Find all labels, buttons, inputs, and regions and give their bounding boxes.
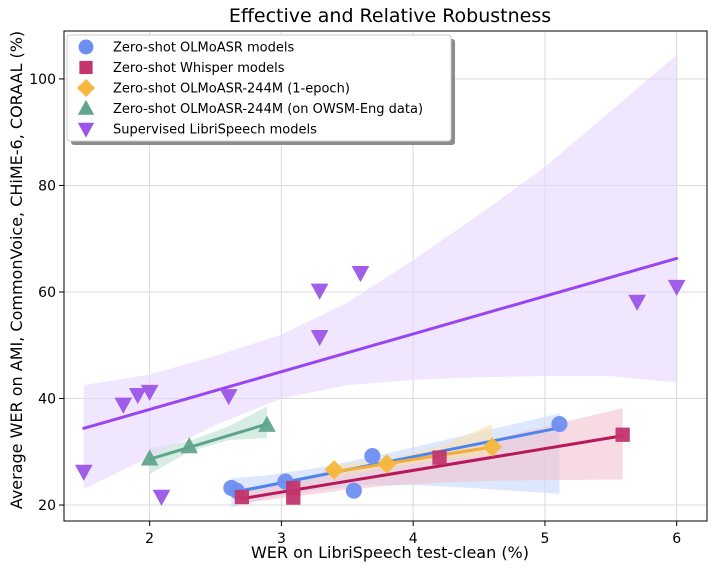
data-point-series-4 <box>219 389 238 406</box>
data-point-series-4 <box>140 384 159 401</box>
x-tick-label: 4 <box>409 531 418 547</box>
legend-label-3: Zero-shot OLMoASR-244M (on OWSM-Eng data… <box>113 102 423 117</box>
y-tick-label: 60 <box>38 285 56 301</box>
data-point-series-2 <box>377 454 397 474</box>
legend-marker-1 <box>79 60 93 75</box>
legend-items: Zero-shot OLMoASR models Zero-shot Whispe… <box>77 39 423 138</box>
x-tick-label: 6 <box>672 531 681 547</box>
data-point-series-0 <box>345 482 362 499</box>
legend-label-0: Zero-shot OLMoASR models <box>113 41 294 56</box>
y-tick-label: 40 <box>38 392 56 408</box>
data-point-series-4 <box>114 397 133 414</box>
x-tick-label: 5 <box>540 531 549 547</box>
data-point-series-3 <box>258 415 276 432</box>
legend-marker-3 <box>77 99 95 115</box>
fit-line-series-2 <box>332 445 494 474</box>
data-point-series-1 <box>432 450 447 465</box>
legend-marker-2 <box>77 79 95 97</box>
chart-title: Effective and Relative Robustness <box>229 5 551 27</box>
data-point-series-2 <box>324 460 344 480</box>
y-axis-ticks: 20 40 60 80 100 <box>29 72 64 514</box>
data-point-series-4 <box>628 294 647 311</box>
data-points <box>74 266 686 506</box>
fit-line-series-3 <box>148 422 269 461</box>
plot-frame <box>63 30 708 522</box>
legend-box <box>66 34 452 142</box>
data-point-series-1 <box>234 489 250 505</box>
legend-marker-0 <box>78 39 94 55</box>
data-point-series-1 <box>615 427 630 442</box>
fit-line-series-4 <box>82 256 679 430</box>
y-tick-label: 20 <box>38 498 56 514</box>
data-point-series-2 <box>482 437 502 457</box>
data-point-series-0 <box>364 447 381 465</box>
data-point-series-4 <box>74 464 93 481</box>
x-tick-label: 3 <box>277 531 286 547</box>
legend-label-1: Zero-shot Whisper models <box>113 61 285 76</box>
legend-marker-4 <box>77 122 95 138</box>
legend-label-2: Zero-shot OLMoASR-244M (1-epoch) <box>113 82 350 97</box>
data-point-series-4 <box>310 329 329 347</box>
y-tick-label: 80 <box>38 178 56 194</box>
confidence-band-series-4 <box>83 54 677 490</box>
y-tick-label: 100 <box>29 72 56 88</box>
x-axis-title: WER on LibriSpeech test-clean (%) <box>251 543 529 562</box>
data-point-series-3 <box>140 449 159 466</box>
data-point-series-4 <box>128 388 147 405</box>
data-point-series-4 <box>310 283 329 300</box>
data-point-series-3 <box>180 437 199 454</box>
data-point-series-4 <box>667 279 686 297</box>
x-tick-label: 2 <box>145 531 154 547</box>
data-point-series-4 <box>152 489 171 506</box>
data-point-series-0 <box>551 416 568 433</box>
legend: Zero-shot OLMoASR models Zero-shot Whispe… <box>66 34 455 145</box>
y-axis-title: Average WER on AMI, CommonVoice, CHiME-6… <box>7 31 26 509</box>
x-axis-ticks: 2 3 4 5 6 <box>145 521 681 547</box>
fit-line-series-1 <box>240 434 625 501</box>
data-point-series-4 <box>351 266 370 283</box>
legend-label-4: Supervised LibriSpeech models <box>113 123 317 138</box>
data-point-series-1 <box>286 490 301 505</box>
